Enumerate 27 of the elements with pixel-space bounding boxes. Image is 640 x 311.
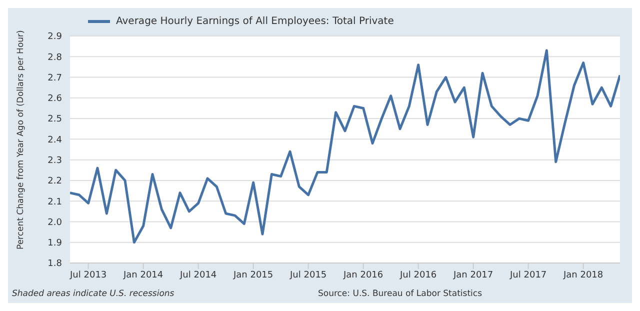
y-tick-label: 1.8	[48, 259, 62, 270]
x-tick-label: Jul 2014	[179, 270, 217, 280]
x-tick-label: Jul 2015	[289, 270, 327, 280]
y-tick-label: 2.4	[48, 135, 62, 146]
source-note: Source: U.S. Bureau of Labor Statistics	[318, 289, 482, 299]
y-tick-label: 2.5	[48, 114, 62, 125]
x-tick-label: Jan 2017	[452, 270, 494, 280]
line-series	[70, 49, 620, 244]
x-tick-label: Jan 2014	[122, 270, 164, 280]
y-tick-label: 2.8	[48, 52, 62, 63]
y-tick-label: 2.7	[48, 73, 62, 84]
x-tick-label: Jul 2017	[509, 270, 547, 280]
y-tick-label: 2.0	[48, 218, 62, 228]
x-tick-label: Jul 2016	[399, 270, 437, 280]
x-tick-label: Jan 2016	[342, 270, 384, 280]
text: Shaded areas indicate U.S. recessions	[12, 289, 174, 299]
y-tick-label: 2.1	[48, 197, 62, 208]
x-tick-label: Jul 2013	[69, 270, 107, 280]
x-tick-label: Jan 2015	[232, 270, 274, 280]
y-tick-label: 2.6	[48, 94, 62, 104]
y-tick-label: 2.3	[48, 156, 62, 166]
y-tick-label: 2.2	[48, 176, 62, 187]
x-tick-label: Jan 2018	[562, 270, 604, 280]
y-tick-label: 2.9	[48, 32, 62, 42]
y-tick-label: 1.9	[48, 238, 62, 249]
legend-label: Average Hourly Earnings of All Employees: Total Private	[115, 14, 394, 28]
y-axis-title: Percent Change from Year Ago of (Dollars per Hour)	[16, 30, 26, 250]
